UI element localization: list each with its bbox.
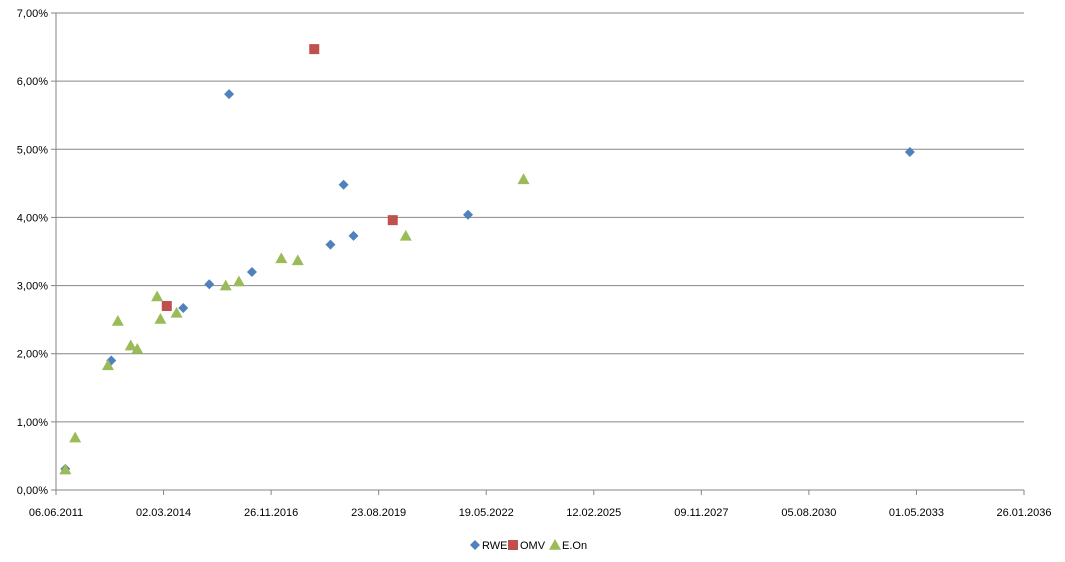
e-on-data-point: [399, 229, 412, 241]
rwe-data-point: [204, 279, 215, 290]
y-tick-label: 1,00%: [17, 417, 48, 429]
rwe-data-point: [348, 230, 359, 241]
axes: [51, 12, 1025, 495]
e-on-data-point: [59, 463, 72, 475]
rwe-data-point: [338, 179, 349, 190]
rwe-data-point: [246, 266, 257, 277]
y-tick-label: 4,00%: [17, 212, 48, 224]
y-tick-label: 7,00%: [17, 8, 48, 20]
x-tick-label: 19.05.2022: [459, 507, 514, 519]
omv-data-point: [161, 301, 172, 312]
y-tick-label: 6,00%: [17, 76, 48, 88]
legend-label-rwe: RWE: [482, 540, 507, 552]
x-tick-label: 06.06.2011: [29, 507, 83, 519]
e-on-data-point: [154, 312, 167, 324]
e-on-data-point: [69, 431, 82, 443]
x-tick-label: 23.08.2019: [351, 507, 406, 519]
gridlines: [56, 12, 1024, 423]
data-points: [59, 44, 915, 475]
omv-data-point: [387, 215, 398, 226]
x-tick-label: 26.11.2016: [244, 507, 298, 519]
y-tick-label: 0,00%: [17, 485, 48, 497]
e-on-data-point: [232, 275, 245, 287]
rwe-data-point: [325, 239, 336, 250]
rwe-data-point: [178, 303, 189, 314]
e-on-data-point: [101, 359, 114, 371]
y-tick-labels: 0,00% 1,00% 2,00% 3,00% 4,00% 5,00% 6,00% 7,00%: [17, 8, 48, 497]
omv-data-point: [309, 44, 320, 55]
x-tick-label: 12.02.2025: [566, 507, 621, 519]
y-tick-label: 5,00%: [17, 144, 48, 156]
legend: RWE OMV E.On: [470, 539, 587, 552]
e-on-data-point: [124, 339, 137, 351]
legend-marker-e-on: [549, 539, 561, 550]
e-on-data-point: [170, 306, 183, 318]
legend-label-omv: OMV: [520, 540, 546, 552]
rwe-data-point: [224, 89, 235, 100]
legend-marker-rwe: [470, 540, 480, 550]
y-tick-label: 2,00%: [17, 349, 48, 361]
x-tick-label: 02.03.2014: [136, 507, 191, 519]
rwe-data-point: [463, 209, 474, 220]
e-on-data-point: [131, 342, 144, 354]
x-tick-label: 26.01.2036: [996, 507, 1051, 519]
e-on-data-point: [291, 254, 304, 266]
legend-marker-omv: [508, 540, 518, 550]
e-on-data-point: [275, 252, 288, 264]
legend-label-e-on: E.On: [562, 540, 587, 552]
y-tick-label: 3,00%: [17, 281, 48, 293]
x-tick-labels: 06.06.2011 02.03.2014 26.11.2016 23.08.2019…: [29, 507, 1052, 519]
x-tick-label: 01.05.2033: [889, 507, 944, 519]
e-on-data-point: [517, 173, 530, 185]
e-on-data-point: [151, 290, 164, 302]
e-on-data-point: [219, 279, 232, 291]
x-tick-label: 05.08.2030: [781, 507, 836, 519]
x-tick-label: 09.11.2027: [674, 507, 728, 519]
rwe-data-point: [904, 147, 915, 158]
e-on-data-point: [111, 315, 124, 326]
